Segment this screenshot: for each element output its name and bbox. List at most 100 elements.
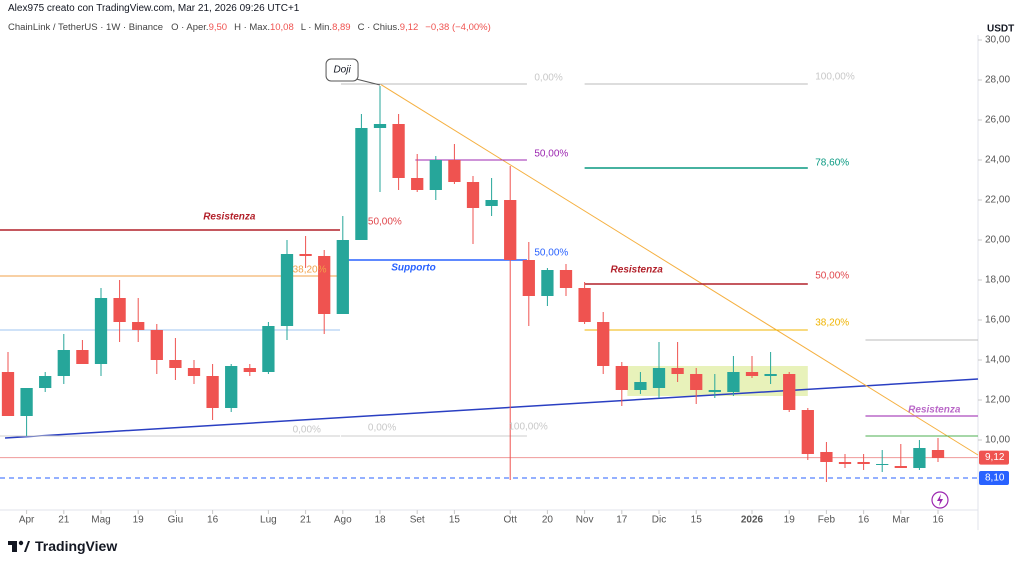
candle-body	[727, 372, 740, 392]
legend-field-value: 9,12	[399, 22, 419, 33]
annotation: 0,00%	[293, 425, 321, 436]
annotation: 38,20%	[815, 318, 849, 329]
candle-body	[132, 322, 145, 330]
annotation: 0,00%	[368, 423, 396, 434]
price-label-box	[979, 471, 1009, 485]
candle-body	[20, 388, 33, 416]
brand-logo	[8, 540, 30, 552]
callout-box	[325, 58, 359, 82]
x-tick-label: 15	[449, 515, 461, 526]
candle-body	[225, 366, 238, 408]
annotation: Resistenza	[908, 405, 961, 416]
x-tick-label: 19	[784, 515, 796, 526]
candle-body	[801, 410, 814, 454]
annotation: 78,60%	[815, 158, 849, 169]
brand-name: TradingView	[35, 538, 118, 554]
x-tick-label: Mag	[91, 515, 110, 526]
x-tick-label: Giu	[168, 515, 184, 526]
x-tick-label: Ott	[504, 515, 518, 526]
candle-body	[150, 330, 163, 360]
legend: ChainLink / TetherUS · 1W · Binance O · A…	[8, 22, 498, 33]
candle-body	[355, 128, 368, 240]
axis-unit: USDT	[987, 24, 1014, 35]
annotation: 50,00%	[368, 217, 402, 228]
candle-body	[299, 254, 312, 256]
x-tick-label: Lug	[260, 515, 277, 526]
legend-field-value: 9,50	[208, 22, 228, 33]
candle-body	[262, 326, 275, 372]
candle-layer	[1, 86, 945, 482]
x-tick-label: 2026	[741, 515, 764, 526]
candle-body	[615, 366, 628, 390]
candle-body	[838, 462, 852, 464]
header: Alex975 creato con TradingView.com, Mar …	[8, 3, 299, 14]
candle-body	[57, 350, 70, 376]
annotation: 100,00%	[815, 72, 855, 83]
candle-body	[76, 350, 89, 364]
candle-body	[652, 368, 666, 388]
candle-body	[169, 360, 182, 368]
callout-text: Doji	[333, 65, 351, 76]
price-label-box	[979, 450, 1009, 465]
candle-body	[336, 240, 349, 314]
x-tick-label: Dic	[652, 515, 666, 526]
x-tick-label: 16	[207, 515, 219, 526]
price-label: 8,10	[985, 473, 1005, 484]
candle-body	[559, 270, 573, 288]
x-tick-label: Feb	[818, 515, 836, 526]
x-tick-label: 20	[542, 515, 554, 526]
x-tick-label: 19	[133, 515, 145, 526]
legend-field-value: 8,89	[332, 22, 351, 33]
annotation: Supporto	[391, 263, 435, 274]
x-tick-label: 21	[300, 515, 312, 526]
annotation: 50,00%	[534, 248, 568, 259]
candle-body	[578, 288, 591, 322]
drawing-line	[4, 378, 979, 439]
candle-body	[187, 368, 201, 376]
symbol: ChainLink / TetherUS · 1W · Binance	[8, 22, 164, 33]
candle-body	[280, 254, 294, 326]
candle-body	[373, 124, 387, 128]
candle-body	[634, 382, 647, 390]
legend-field-label: H · Max.	[234, 22, 270, 33]
annotation: 50,00%	[534, 149, 568, 160]
candle-body	[783, 374, 796, 410]
candle-body	[708, 390, 721, 392]
x-tick-label: 18	[374, 515, 386, 526]
candle-body	[94, 298, 108, 364]
legend-field-label: O · Aper.	[171, 22, 209, 33]
x-tick-label: Ago	[334, 515, 352, 526]
candle-body	[913, 448, 926, 468]
candle-body	[243, 368, 256, 372]
candle-body	[541, 270, 554, 296]
annotation: Resistenza	[611, 265, 664, 276]
candle-body	[522, 260, 535, 296]
candle-body	[690, 374, 703, 390]
annotation: 38,20%	[293, 265, 327, 276]
candle-body	[504, 200, 517, 260]
y-tick-label: 20,00	[985, 235, 1010, 246]
y-tick-label: 30,00	[985, 35, 1010, 46]
candle-body	[466, 182, 480, 208]
annotation: Resistenza	[203, 212, 256, 223]
y-tick-label: 24,00	[985, 155, 1010, 166]
candle-body	[39, 376, 52, 388]
y-tick-label: 10,00	[985, 435, 1010, 446]
y-tick-label: 18,00	[985, 275, 1010, 286]
x-tick-label: Set	[410, 515, 425, 526]
x-tick-label: 21	[58, 515, 70, 526]
x-tick-label: Nov	[576, 515, 594, 526]
text-layer: Resistenza 50,00% Supporto 38,20% 0,00% 0,00%…	[203, 58, 961, 436]
axis-layer: 10,00 12,00 14,00 16,00 18,00 20,00 22,00 24,00…	[19, 35, 1011, 526]
candle-body	[671, 368, 684, 374]
legend-change: −0,38 (−4,00%)	[425, 22, 491, 33]
drawing-layer	[0, 83, 979, 479]
candle-body	[931, 450, 945, 458]
y-tick-label: 28,00	[985, 75, 1010, 86]
x-tick-label: 16	[932, 515, 944, 526]
legend-field-value: 10,08	[269, 22, 294, 33]
candle-body	[1, 372, 15, 416]
y-tick-label: 12,00	[985, 395, 1010, 406]
drawing-line	[379, 83, 979, 456]
